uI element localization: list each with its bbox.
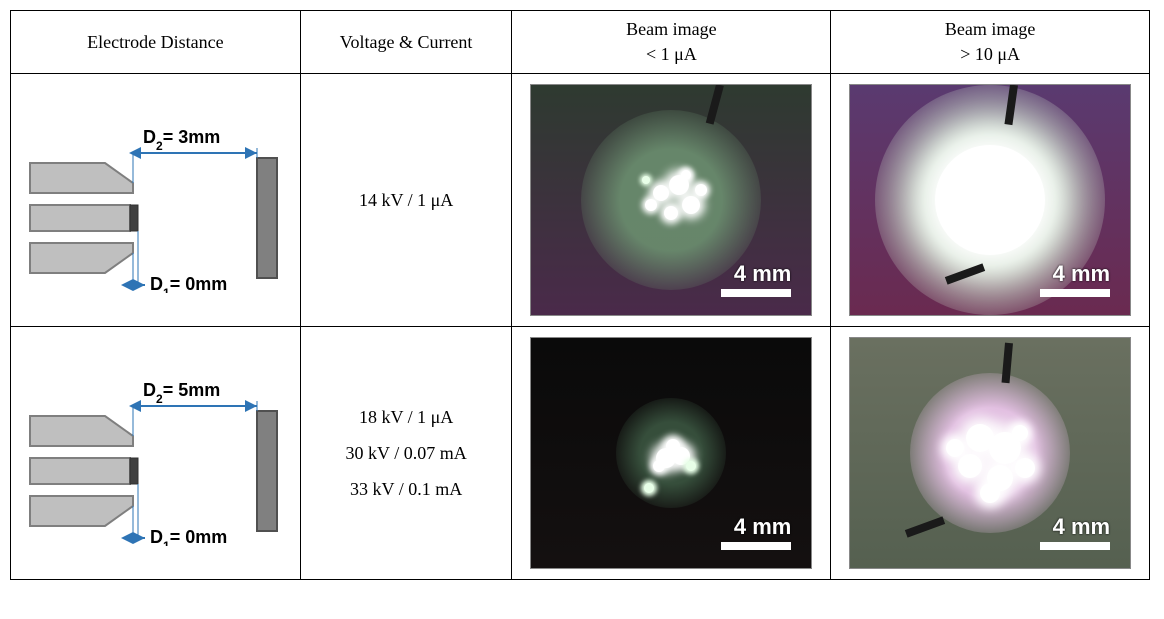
scale-bar: 4 mm	[721, 514, 791, 550]
surface-mark	[905, 517, 945, 538]
electrode-diagram-svg: D2= 5mm D1= 0mm	[25, 356, 285, 546]
beam-image: 4 mm	[530, 84, 812, 316]
beam-image-high: 4 mm	[831, 74, 1150, 327]
electrode-diagram-svg: D2= 3mm D1= 0mm	[25, 103, 285, 293]
header-electrode-distance: Electrode Distance	[11, 11, 301, 74]
svg-text:D1= 0mm: D1= 0mm	[150, 274, 227, 293]
voltage-current-value: 33 kV / 0.1 mA	[311, 471, 502, 507]
voltage-current-cell: 14 kV / 1 μA	[300, 74, 512, 327]
header-beam-high-line2: > 10 μA	[960, 44, 1020, 64]
beam-image: 4 mm	[849, 84, 1131, 316]
header-beam-low: Beam image < 1 μA	[512, 11, 831, 74]
scale-bar-label: 4 mm	[1053, 261, 1110, 287]
beam-image-low: 4 mm	[512, 74, 831, 327]
header-beam-high: Beam image > 10 μA	[831, 11, 1150, 74]
beam-image-high: 4 mm	[831, 327, 1150, 580]
scale-bar: 4 mm	[1040, 514, 1110, 550]
beam-core	[935, 145, 1045, 255]
voltage-current-value: 30 kV / 0.07 mA	[311, 435, 502, 471]
header-beam-low-line1: Beam image	[626, 19, 716, 39]
beam-image: 4 mm	[530, 337, 812, 569]
scale-bar-line	[721, 289, 791, 297]
beam-image: 4 mm	[849, 337, 1131, 569]
experiment-table: Electrode Distance Voltage & Current Bea…	[10, 10, 1150, 580]
scale-bar-label: 4 mm	[734, 514, 791, 540]
voltage-current-value: 14 kV / 1 μA	[311, 182, 502, 218]
table-row: D2= 3mm D1= 0mm 14 kV / 1 μA 4 mm 4 mm	[11, 74, 1150, 327]
scale-bar: 4 mm	[721, 261, 791, 297]
electrode-diagram: D2= 5mm D1= 0mm	[11, 327, 301, 580]
table-row: D2= 5mm D1= 0mm 18 kV / 1 μA30 kV / 0.07 m…	[11, 327, 1150, 580]
probe-shadow	[706, 84, 724, 125]
header-beam-high-line1: Beam image	[945, 19, 1035, 39]
voltage-current-value: 18 kV / 1 μA	[311, 399, 502, 435]
voltage-current-cell: 18 kV / 1 μA30 kV / 0.07 mA33 kV / 0.1 m…	[300, 327, 512, 580]
header-beam-low-line2: < 1 μA	[646, 44, 697, 64]
header-voltage-current: Voltage & Current	[300, 11, 512, 74]
scale-bar-label: 4 mm	[1053, 514, 1110, 540]
electrode-diagram: D2= 3mm D1= 0mm	[11, 74, 301, 327]
scale-bar-line	[1040, 542, 1110, 550]
svg-text:D2= 5mm: D2= 5mm	[143, 380, 220, 406]
table-header-row: Electrode Distance Voltage & Current Bea…	[11, 11, 1150, 74]
scale-bar-line	[721, 542, 791, 550]
scale-bar: 4 mm	[1040, 261, 1110, 297]
beam-image-low: 4 mm	[512, 327, 831, 580]
scale-bar-line	[1040, 289, 1110, 297]
svg-text:D1= 0mm: D1= 0mm	[150, 527, 227, 546]
svg-text:D2= 3mm: D2= 3mm	[143, 127, 220, 153]
scale-bar-label: 4 mm	[734, 261, 791, 287]
